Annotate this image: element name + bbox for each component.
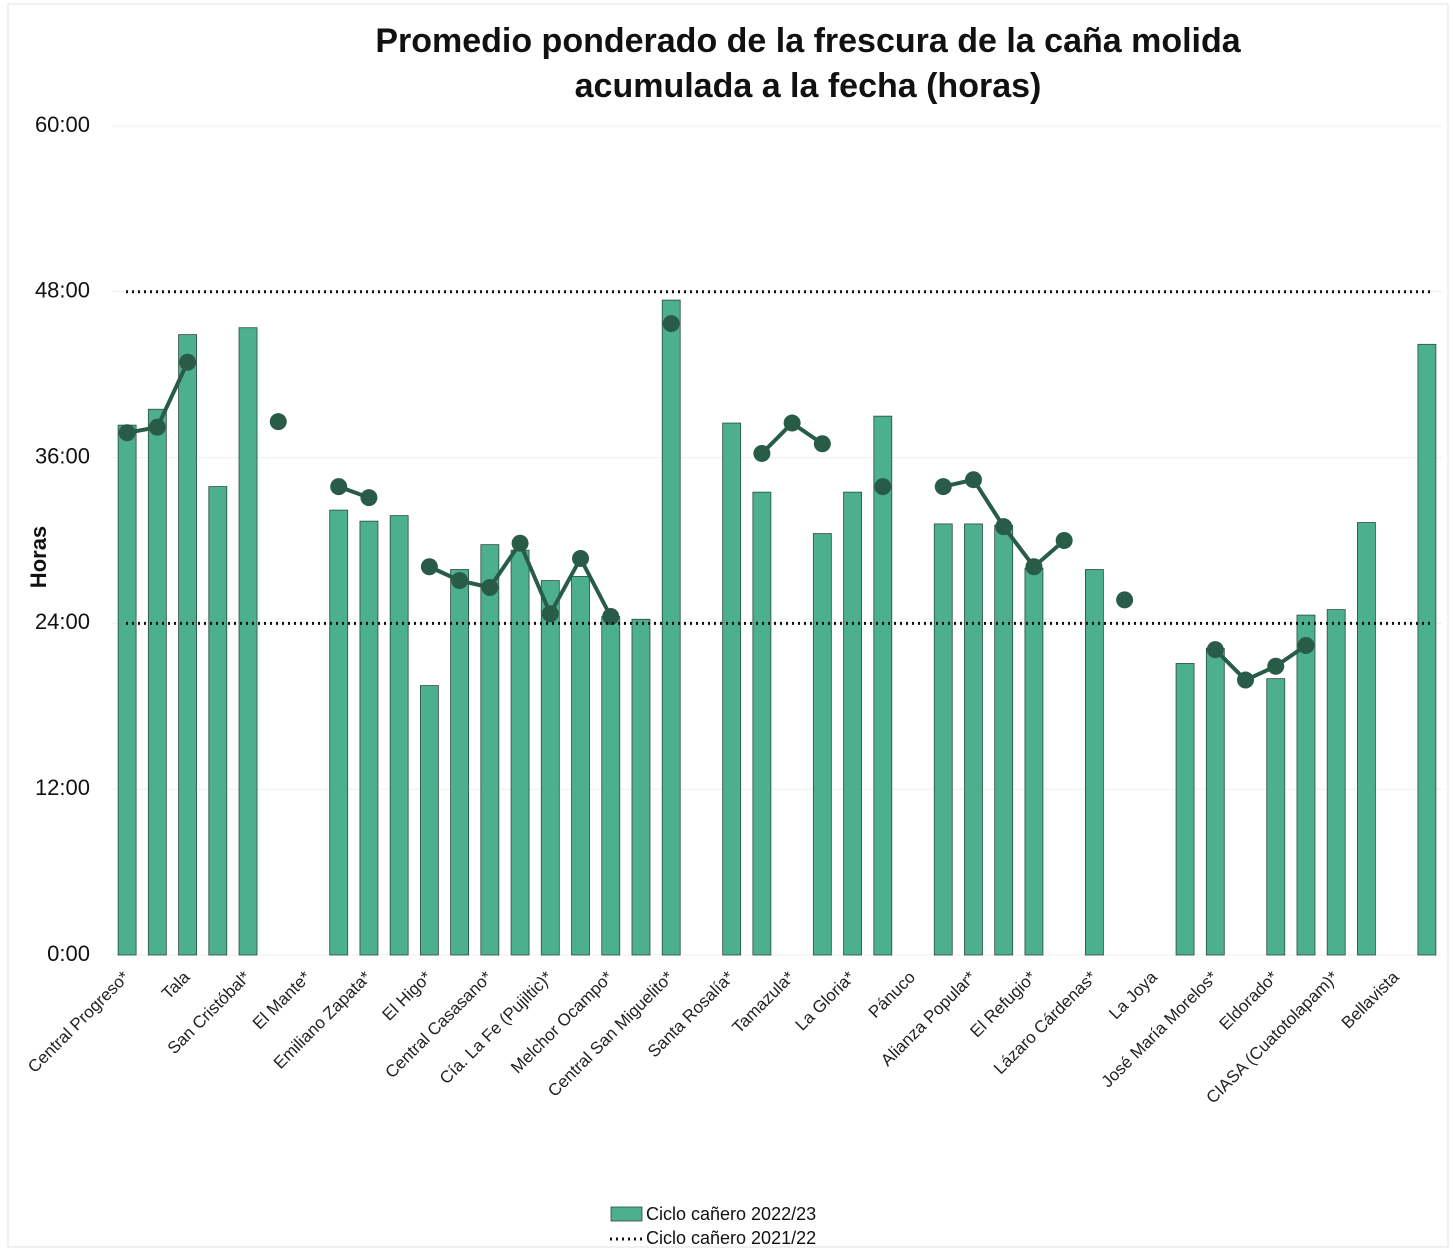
y-tick-label: 12:00 [35,775,90,800]
marker [330,478,348,496]
bar [238,327,258,956]
bar [994,524,1014,956]
marker [269,413,287,431]
bar [843,491,862,956]
bar [812,533,832,956]
legend-label: Ciclo cañero 2022/23 [646,1204,816,1224]
marker [934,478,952,496]
bar [510,549,530,956]
legend-swatch [610,1206,643,1222]
marker [420,558,438,576]
bar [450,569,470,956]
bar [147,408,167,956]
marker [662,315,680,333]
marker [753,444,771,462]
marker [1297,637,1315,655]
marker [995,518,1013,536]
marker [511,534,529,552]
bar [329,509,349,956]
bar [208,486,228,956]
marker [360,489,378,507]
bar [480,544,500,956]
y-axis-label: Horas [26,526,51,588]
marker [1267,657,1285,675]
bar [1357,522,1376,956]
bar [117,424,137,956]
bar [1296,614,1316,956]
bar [1326,609,1346,956]
marker [1055,532,1073,549]
bar [933,523,953,956]
bar [571,576,590,956]
y-tick-label: 36:00 [35,443,90,468]
marker [874,478,892,496]
y-tick-label: 24:00 [35,609,90,634]
marker [1116,591,1134,609]
bar [661,299,681,956]
bar [540,580,560,956]
y-tick-label: 48:00 [35,278,90,303]
bar [1266,678,1286,956]
bar [389,515,409,956]
chart-title: acumulada a la fecha (horas) [575,67,1042,105]
marker [1025,558,1043,576]
marker [813,435,831,453]
bar [964,523,983,956]
bar [601,616,621,956]
marker [1237,671,1255,689]
marker [451,572,469,590]
bar [873,415,893,956]
bar [1084,569,1104,956]
bar [1417,343,1437,956]
chart-title: Promedio ponderado de la frescura de la … [375,22,1241,60]
bar [359,520,379,956]
marker [783,414,801,432]
bar [722,422,742,956]
bar [752,491,772,956]
marker [179,353,197,371]
marker [572,549,590,567]
bar [419,685,439,956]
marker [118,424,136,442]
y-tick-label: 0:00 [47,941,90,966]
bar [178,334,197,956]
marker [481,578,499,596]
bar [1205,647,1225,956]
marker [148,418,166,436]
bar [1024,567,1044,956]
marker [541,605,559,623]
marker [1206,641,1224,659]
bar [631,618,651,956]
y-tick-label: 60:00 [35,112,90,137]
marker [602,607,620,625]
legend-label: Ciclo cañero 2021/22 [646,1228,816,1248]
marker [964,471,982,489]
bar [1175,663,1195,956]
